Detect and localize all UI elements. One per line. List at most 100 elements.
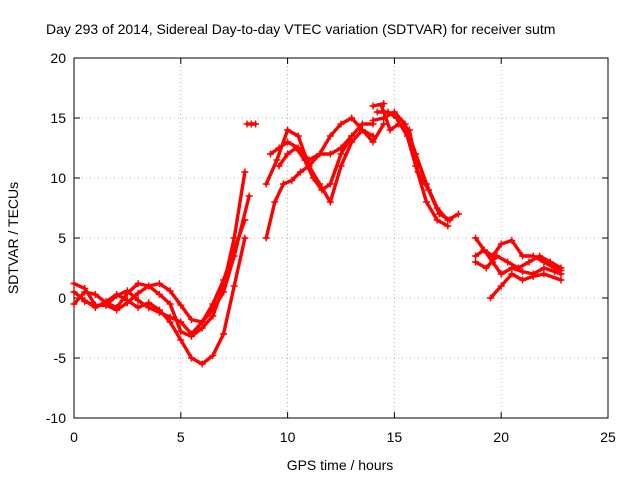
data-point [134,289,142,297]
series-track-16 [487,270,565,302]
data-point [294,132,302,140]
y-tick-label: 5 [58,230,66,246]
y-tick-label: -10 [46,410,66,426]
data-point [292,144,300,152]
x-tick-label: 5 [177,429,185,445]
data-point [177,318,185,326]
y-axis-label: SDTVAR / TECUs [5,182,21,294]
data-point [482,264,490,272]
data-point [414,168,422,176]
data-point [134,280,142,288]
x-tick-label: 10 [280,429,296,445]
x-tick-label: 25 [600,429,616,445]
series-track-4 [81,192,253,326]
data-point [155,290,163,298]
data-point [177,336,185,344]
data-point [166,318,174,326]
data-point [220,288,228,296]
data-point [123,299,131,307]
data-point [487,294,495,302]
data-point [187,354,195,362]
data-point [540,270,548,278]
data-point [81,284,89,292]
data-point [155,280,163,288]
data-point [348,114,356,122]
data-point [380,120,388,128]
data-point [187,330,195,338]
y-tick-label: 0 [58,290,66,306]
data-point [230,252,238,260]
data-point [288,176,296,184]
data-point [384,108,392,116]
data-point [187,316,195,324]
data-point [508,270,516,278]
data-point [284,138,292,146]
data-point [134,304,142,312]
data-point [557,264,565,272]
data-point [230,282,238,290]
data-point [405,126,413,134]
data-point [209,312,217,320]
data-point [284,150,292,158]
series-trace [379,104,452,222]
data-point [113,306,121,314]
data-point [230,234,238,242]
data-point [536,252,544,260]
series-track-11 [373,108,452,230]
data-point [166,300,174,308]
data-point [271,198,279,206]
data-point [348,132,356,140]
data-point [514,264,522,272]
data-point [209,306,217,314]
data-point [70,280,78,288]
y-tick-label: 15 [50,110,66,126]
series-track-9 [243,120,260,128]
data-point [393,114,401,122]
data-point [454,210,462,218]
data-point [497,240,505,248]
x-tick-label: 15 [387,429,403,445]
data-point [472,258,480,266]
data-point [198,324,206,332]
data-point [519,276,527,284]
data-point [241,234,249,242]
data-point [262,180,270,188]
data-point [508,236,516,244]
data-point [113,290,121,298]
data-point [546,258,554,266]
data-point [497,270,505,278]
chart-title: Day 293 of 2014, Sidereal Day-to-day VTE… [46,21,555,37]
data-point [480,246,488,254]
data-point [275,144,283,152]
data-point [177,301,185,309]
data-point [504,258,512,266]
data-point [326,150,334,158]
data-point [198,318,206,326]
y-tick-label: -5 [54,350,67,366]
data-marks [70,100,565,368]
data-point [433,216,441,224]
series-track-17 [472,252,565,272]
data-point [380,100,388,108]
data-point [369,138,377,146]
data-point [155,306,163,314]
data-point [145,299,153,307]
data-point [337,120,345,128]
data-point [70,300,78,308]
data-point [209,352,217,360]
y-tick-label: 10 [50,170,66,186]
data-point [425,186,433,194]
data-point [525,258,533,266]
data-point [301,156,309,164]
data-point [134,296,142,304]
data-point [369,116,377,124]
data-point [326,132,334,140]
data-point [316,150,324,158]
data-point [262,234,270,242]
data-point [373,108,381,116]
data-point [326,198,334,206]
data-point [166,287,174,295]
data-point [444,222,452,230]
data-point [102,301,110,309]
